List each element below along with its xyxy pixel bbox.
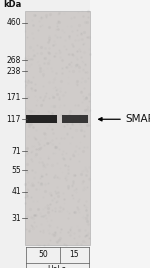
Text: 41: 41 bbox=[11, 187, 21, 196]
Text: HeLa: HeLa bbox=[48, 265, 67, 268]
Text: kDa: kDa bbox=[4, 0, 22, 9]
Bar bbox=[25, 11, 90, 245]
Bar bbox=[62, 115, 88, 123]
Text: 238: 238 bbox=[7, 66, 21, 76]
Text: 50: 50 bbox=[38, 250, 48, 259]
Text: SMARCA3: SMARCA3 bbox=[125, 114, 150, 124]
Text: 460: 460 bbox=[6, 18, 21, 27]
Text: 31: 31 bbox=[11, 214, 21, 223]
Text: 71: 71 bbox=[11, 147, 21, 156]
Text: 117: 117 bbox=[7, 115, 21, 124]
Text: 268: 268 bbox=[7, 56, 21, 65]
Bar bbox=[26, 115, 57, 123]
Bar bbox=[90, 0, 150, 268]
Text: 171: 171 bbox=[7, 93, 21, 102]
Text: 15: 15 bbox=[69, 250, 79, 259]
Text: 55: 55 bbox=[11, 166, 21, 175]
